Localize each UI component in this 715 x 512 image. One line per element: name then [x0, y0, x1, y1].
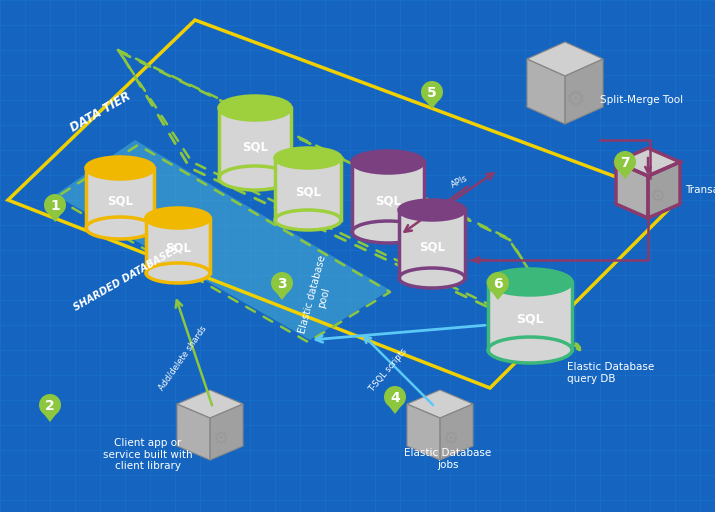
Text: SQL: SQL	[165, 242, 191, 255]
Polygon shape	[648, 162, 680, 218]
Text: 2: 2	[45, 399, 55, 413]
Text: Elastic Database
query DB: Elastic Database query DB	[567, 362, 654, 383]
Ellipse shape	[86, 217, 154, 239]
Text: SQL: SQL	[107, 195, 133, 207]
Text: SQL: SQL	[375, 194, 401, 207]
Text: Transactions: Transactions	[685, 185, 715, 195]
Text: Elastic database
pool: Elastic database pool	[297, 254, 339, 338]
Polygon shape	[48, 213, 62, 222]
Text: 4: 4	[390, 391, 400, 405]
Text: Split-Merge Tool: Split-Merge Tool	[600, 95, 683, 105]
Polygon shape	[352, 162, 424, 232]
Text: ⚙: ⚙	[442, 430, 458, 448]
Polygon shape	[407, 390, 473, 418]
Polygon shape	[527, 59, 565, 124]
Ellipse shape	[219, 166, 291, 190]
Text: Add/delete shards: Add/delete shards	[157, 324, 209, 392]
Polygon shape	[488, 282, 572, 350]
Text: 7: 7	[620, 156, 630, 170]
Ellipse shape	[146, 208, 210, 228]
Polygon shape	[565, 59, 603, 124]
Circle shape	[44, 194, 66, 216]
Circle shape	[487, 272, 509, 294]
Text: APIs: APIs	[450, 174, 470, 190]
Polygon shape	[399, 210, 465, 278]
Polygon shape	[616, 162, 648, 218]
Polygon shape	[616, 148, 680, 176]
Ellipse shape	[275, 148, 341, 168]
Circle shape	[421, 81, 443, 103]
Polygon shape	[219, 108, 291, 178]
Polygon shape	[177, 404, 210, 460]
Polygon shape	[388, 405, 402, 414]
Circle shape	[614, 151, 636, 173]
Polygon shape	[407, 404, 440, 460]
Circle shape	[39, 394, 61, 416]
Polygon shape	[43, 413, 57, 422]
Polygon shape	[440, 404, 473, 460]
Ellipse shape	[399, 268, 465, 288]
Text: 6: 6	[493, 277, 503, 291]
Text: Client app or
service built with
client library: Client app or service built with client …	[103, 438, 193, 471]
Polygon shape	[210, 404, 243, 460]
Text: 1: 1	[50, 199, 60, 213]
Ellipse shape	[352, 221, 424, 243]
Text: SQL: SQL	[419, 241, 445, 254]
Polygon shape	[86, 168, 154, 228]
Text: Elastic Database
jobs: Elastic Database jobs	[405, 448, 492, 470]
Text: SHARDED DATABASES: SHARDED DATABASES	[72, 244, 181, 312]
Circle shape	[271, 272, 293, 294]
Text: 5: 5	[427, 86, 437, 100]
Text: SQL: SQL	[242, 140, 268, 153]
Ellipse shape	[219, 96, 291, 120]
Polygon shape	[177, 390, 243, 418]
Polygon shape	[425, 100, 439, 109]
Polygon shape	[275, 291, 289, 300]
Ellipse shape	[488, 269, 572, 295]
Polygon shape	[146, 218, 210, 273]
Ellipse shape	[352, 151, 424, 173]
Text: ⚙: ⚙	[649, 188, 666, 206]
Polygon shape	[618, 170, 632, 179]
Text: SQL: SQL	[516, 313, 544, 326]
Circle shape	[384, 386, 406, 408]
Polygon shape	[275, 158, 341, 220]
Text: ⚙: ⚙	[566, 90, 586, 110]
Text: 3: 3	[277, 277, 287, 291]
Ellipse shape	[275, 210, 341, 230]
Polygon shape	[527, 42, 603, 76]
Text: ⚙: ⚙	[212, 430, 228, 448]
Ellipse shape	[86, 157, 154, 179]
Text: SQL: SQL	[295, 186, 321, 199]
Polygon shape	[491, 291, 505, 300]
Ellipse shape	[399, 200, 465, 220]
Text: DATA TIER: DATA TIER	[68, 90, 133, 135]
Polygon shape	[55, 140, 390, 340]
Ellipse shape	[488, 337, 572, 363]
Ellipse shape	[146, 263, 210, 283]
Text: T-SQL scripts: T-SQL scripts	[367, 346, 409, 394]
